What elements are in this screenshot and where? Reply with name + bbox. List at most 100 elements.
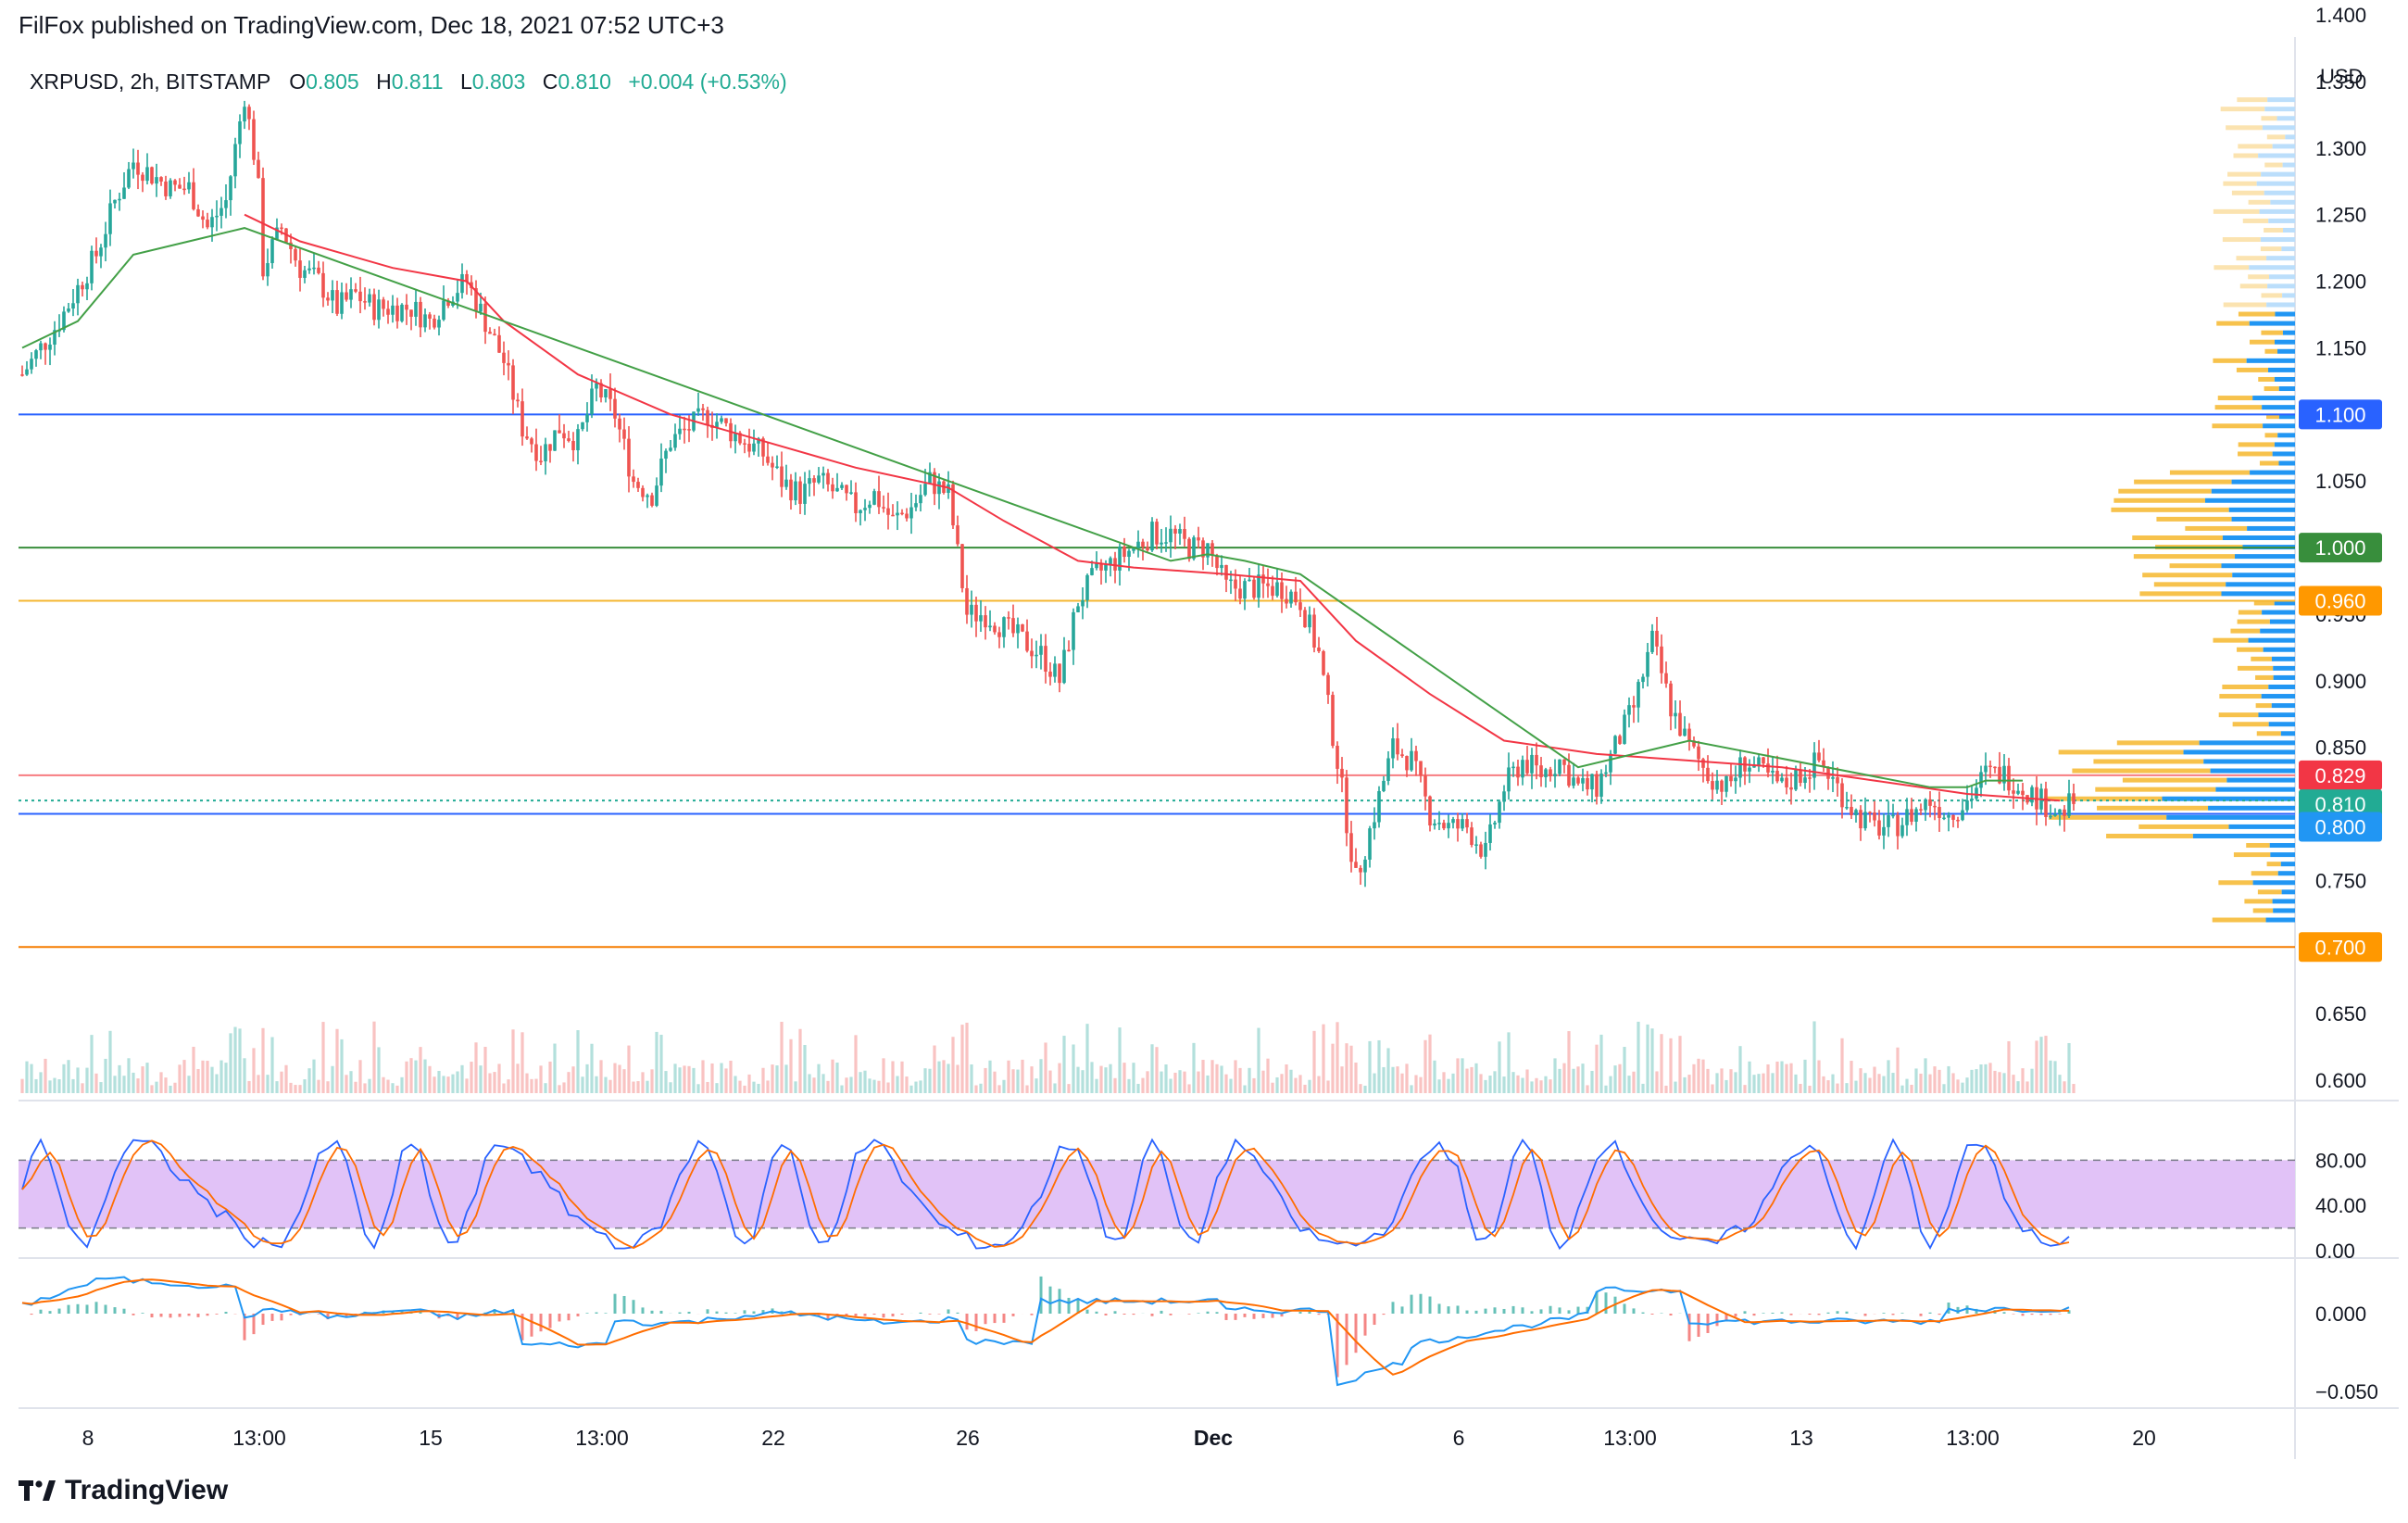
volume-bar <box>942 1060 946 1093</box>
candle-body <box>1331 695 1335 747</box>
volume-profile-buy <box>2260 237 2295 243</box>
candle-body <box>548 444 552 451</box>
candle <box>1359 864 1362 886</box>
volume-bar <box>1474 1063 1478 1093</box>
candle-body <box>1525 760 1529 774</box>
candle-body <box>1757 757 1761 766</box>
candle <box>659 443 663 493</box>
volume-bar <box>465 1078 469 1093</box>
candle-body <box>419 301 422 328</box>
tradingview-logo[interactable]: TradingView <box>19 1475 228 1506</box>
volume-bar <box>1604 1085 1608 1093</box>
candle-body <box>321 272 325 298</box>
volume-profile-buy <box>2231 516 2295 522</box>
volume-profile-sell <box>2266 134 2286 140</box>
volume-profile-buy <box>2232 573 2295 578</box>
macd-histogram-bar <box>1789 1314 1793 1315</box>
candle <box>1095 551 1098 571</box>
volume-bar <box>780 1021 784 1093</box>
candle-body <box>1099 563 1103 571</box>
macd-histogram-bar <box>1058 1289 1061 1314</box>
macd-histogram-bar <box>196 1314 200 1317</box>
volume-profile-sell <box>2239 283 2268 289</box>
candle <box>696 392 700 416</box>
volume-bar <box>331 1065 334 1093</box>
candle-body <box>1836 776 1839 784</box>
candle <box>1650 623 1654 655</box>
volume-bar <box>474 1042 478 1093</box>
macd-histogram-bar <box>317 1314 320 1315</box>
macd-histogram-bar <box>1447 1306 1450 1314</box>
candle <box>1965 785 1969 813</box>
candle-body <box>1474 844 1478 846</box>
volume-bar <box>544 1083 547 1093</box>
macd-histogram-bar <box>1595 1291 1599 1314</box>
candle <box>2002 754 2006 791</box>
volume-bar <box>720 1063 723 1093</box>
volume-profile-sell <box>2095 787 2216 792</box>
candle-body <box>2021 790 2025 796</box>
candle <box>1312 608 1316 653</box>
volume-bar <box>1544 1076 1548 1093</box>
candle <box>1470 822 1474 848</box>
volume-bar <box>683 1065 686 1093</box>
macd-histogram-bar <box>2030 1314 2034 1315</box>
macd-histogram-bar <box>1762 1313 1765 1314</box>
candle-body <box>1192 537 1196 560</box>
candle-body <box>354 289 357 292</box>
volume-bar <box>1396 1066 1399 1093</box>
candle-body <box>738 433 742 444</box>
volume-bar <box>196 1068 200 1093</box>
macd-histogram-bar <box>1938 1314 1941 1315</box>
volume-bar <box>1146 1071 1149 1093</box>
candle <box>1562 759 1566 774</box>
candle-body <box>984 615 987 628</box>
volume-bar <box>669 1082 672 1093</box>
volume-profile-sell <box>2213 358 2247 363</box>
candle <box>1558 759 1561 777</box>
volume-bar <box>608 1079 612 1093</box>
candle-body <box>187 182 191 190</box>
candle-body <box>428 314 432 319</box>
candle <box>1414 745 1418 776</box>
candle-body <box>1942 817 1946 820</box>
volume-bar <box>1771 1073 1775 1093</box>
candle <box>933 468 936 506</box>
candle <box>1822 748 1825 773</box>
candle <box>44 342 47 365</box>
candle <box>474 280 478 319</box>
volume-bar <box>803 1044 807 1093</box>
candle-body <box>502 352 506 363</box>
candle-body <box>1674 712 1677 717</box>
candle <box>960 543 964 593</box>
volume-profile-sell <box>2231 190 2264 195</box>
candle <box>247 104 251 131</box>
candle-body <box>923 484 927 496</box>
volume-bar <box>1873 1066 1876 1093</box>
volume-bar <box>1660 1034 1663 1093</box>
volume-bar <box>951 1037 955 1093</box>
volume-bar <box>933 1045 936 1093</box>
candle <box>599 379 603 403</box>
candle <box>1201 537 1205 571</box>
candle-body <box>331 290 334 301</box>
candle-body <box>641 487 645 497</box>
volume-profile-buy <box>2274 442 2295 447</box>
price-tick: 1.400 <box>2315 4 2366 27</box>
candle <box>1410 737 1413 772</box>
candle-body <box>1873 812 1876 821</box>
candle-body <box>2044 788 2048 817</box>
time-tick: 6 <box>1453 1426 1465 1450</box>
candle-body <box>1002 617 1006 637</box>
candle <box>826 469 830 492</box>
candle <box>1048 661 1052 686</box>
candle-body <box>1840 783 1844 808</box>
candle-body <box>1646 651 1649 677</box>
candle <box>1840 778 1844 819</box>
candle <box>368 288 371 307</box>
volume-bar <box>377 1047 381 1093</box>
volume-profile-sell <box>2260 246 2282 252</box>
volume-bar <box>997 1085 1001 1093</box>
candle-body <box>803 484 807 504</box>
